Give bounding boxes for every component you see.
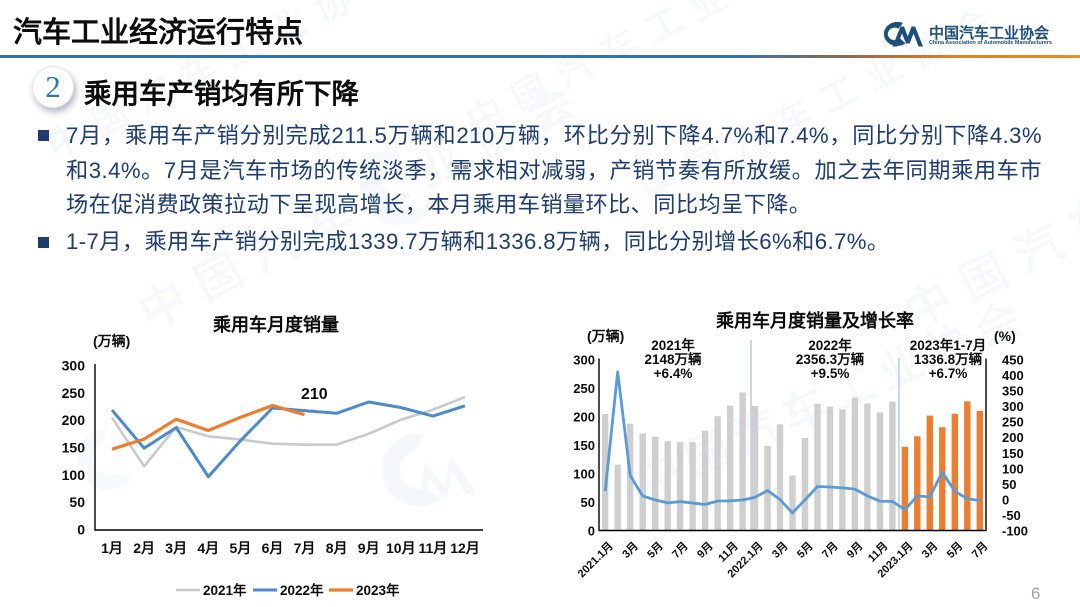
svg-text:+9.5%: +9.5% xyxy=(811,366,850,381)
svg-text:+6.4%: +6.4% xyxy=(654,366,693,381)
svg-text:6: 6 xyxy=(1031,584,1040,603)
svg-text:100: 100 xyxy=(1002,461,1024,476)
svg-text:11月: 11月 xyxy=(418,540,447,556)
svg-text:2021年: 2021年 xyxy=(203,582,247,598)
svg-text:乘用车月度销量: 乘用车月度销量 xyxy=(212,314,339,335)
svg-text:200: 200 xyxy=(1002,430,1024,445)
svg-text:9月: 9月 xyxy=(844,539,865,560)
svg-text:(%): (%) xyxy=(994,328,1016,344)
svg-text:0: 0 xyxy=(588,524,595,539)
svg-text:3月: 3月 xyxy=(919,539,940,560)
svg-text:乘用车月度销量及增长率: 乘用车月度销量及增长率 xyxy=(715,310,914,331)
svg-text:1月: 1月 xyxy=(101,540,123,556)
svg-text:0: 0 xyxy=(1002,492,1009,507)
svg-text:300: 300 xyxy=(573,353,595,368)
svg-text:1336.8万辆: 1336.8万辆 xyxy=(914,351,983,367)
svg-text:10月: 10月 xyxy=(386,540,416,556)
svg-text:(万辆): (万辆) xyxy=(93,333,130,349)
svg-text:2021.1月: 2021.1月 xyxy=(575,539,616,580)
svg-text:300: 300 xyxy=(62,358,86,374)
svg-text:250: 250 xyxy=(62,385,86,401)
svg-text:7月: 7月 xyxy=(819,539,840,560)
svg-text:2023年: 2023年 xyxy=(356,582,400,598)
svg-text:中国汽车工业协会: 中国汽车工业协会 xyxy=(40,0,415,167)
svg-text:2月: 2月 xyxy=(133,540,155,556)
svg-text:12月: 12月 xyxy=(450,540,480,556)
svg-text:9月: 9月 xyxy=(358,540,380,556)
svg-text:150: 150 xyxy=(1002,446,1024,461)
svg-text:3月: 3月 xyxy=(769,539,790,560)
svg-text:150: 150 xyxy=(573,438,595,453)
svg-text:中国汽车工业协会: 中国汽车工业协会 xyxy=(896,67,1080,339)
svg-text:250: 250 xyxy=(1002,415,1024,430)
svg-text:450: 450 xyxy=(1002,353,1024,368)
svg-text:50: 50 xyxy=(1002,477,1016,492)
svg-text:7月: 7月 xyxy=(294,540,316,556)
svg-text:50: 50 xyxy=(69,494,85,510)
svg-text:-100: -100 xyxy=(1002,524,1028,539)
svg-text:5月: 5月 xyxy=(645,539,666,560)
svg-text:2148万辆: 2148万辆 xyxy=(644,351,702,367)
svg-text:100: 100 xyxy=(62,467,86,483)
svg-text:2022年: 2022年 xyxy=(808,337,852,353)
svg-text:5月: 5月 xyxy=(230,540,252,556)
svg-text:2356.3万辆: 2356.3万辆 xyxy=(796,351,865,367)
svg-text:100: 100 xyxy=(573,467,595,482)
svg-text:2022年: 2022年 xyxy=(280,582,324,598)
svg-text:3月: 3月 xyxy=(620,539,641,560)
svg-text:200: 200 xyxy=(573,410,595,425)
svg-text:9月: 9月 xyxy=(694,539,715,560)
svg-text:7月: 7月 xyxy=(969,539,990,560)
svg-text:3月: 3月 xyxy=(165,540,187,556)
svg-text:2023年1-7月: 2023年1-7月 xyxy=(910,337,987,353)
svg-text:250: 250 xyxy=(573,381,595,396)
svg-text:(万辆): (万辆) xyxy=(587,328,624,344)
svg-text:150: 150 xyxy=(62,440,86,456)
svg-text:-50: -50 xyxy=(1002,508,1021,523)
svg-text:2021年: 2021年 xyxy=(651,337,695,353)
svg-text:200: 200 xyxy=(62,412,86,428)
svg-text:400: 400 xyxy=(1002,368,1024,383)
svg-text:300: 300 xyxy=(1002,399,1024,414)
svg-text:8月: 8月 xyxy=(326,540,348,556)
svg-text:7月: 7月 xyxy=(669,539,690,560)
svg-text:0: 0 xyxy=(77,522,85,538)
svg-text:350: 350 xyxy=(1002,384,1024,399)
svg-text:4月: 4月 xyxy=(197,540,219,556)
svg-text:+6.7%: +6.7% xyxy=(929,366,968,381)
svg-text:210: 210 xyxy=(301,386,328,403)
svg-text:6月: 6月 xyxy=(262,540,284,556)
svg-text:5月: 5月 xyxy=(794,539,815,560)
svg-text:5月: 5月 xyxy=(944,539,965,560)
svg-text:50: 50 xyxy=(581,495,595,510)
